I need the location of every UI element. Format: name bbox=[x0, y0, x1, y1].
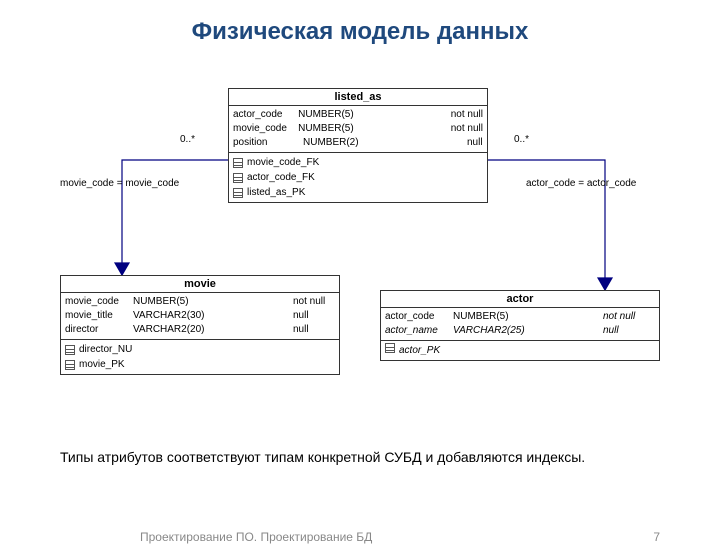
page-title: Физическая модель данных bbox=[0, 18, 720, 46]
join-label-left: movie_code = movie_code bbox=[60, 178, 179, 189]
entity-attrs: actor_codeNUMBER(5)not nullmovie_codeNUM… bbox=[229, 106, 487, 152]
entity-movie: moviemovie_codeNUMBER(5)not nullmovie_ti… bbox=[60, 275, 340, 375]
page-number: 7 bbox=[653, 530, 660, 544]
index-row: director_NU bbox=[65, 342, 335, 357]
index-icon bbox=[65, 345, 75, 355]
entity-actor: actoractor_codeNUMBER(5)not nullactor_na… bbox=[380, 290, 660, 361]
attr-row: movie_titleVARCHAR2(30)null bbox=[65, 309, 335, 323]
attr-row: actor_codeNUMBER(5)not null bbox=[385, 310, 655, 324]
attr-row: directorVARCHAR2(20)null bbox=[65, 323, 335, 337]
attr-row: actor_codeNUMBER(5)not null bbox=[233, 108, 483, 122]
footer-text: Проектирование ПО. Проектирование БД bbox=[140, 530, 372, 544]
index-row: movie_code_FK bbox=[233, 155, 483, 170]
index-icon bbox=[233, 188, 243, 198]
entity-indexes: director_NUmovie_PK bbox=[61, 339, 339, 374]
entity-indexes: movie_code_FKactor_code_FKlisted_as_PK bbox=[229, 152, 487, 202]
attr-row: positionNUMBER(2)null bbox=[233, 136, 483, 150]
footer: Проектирование ПО. Проектирование БД 7 bbox=[0, 530, 720, 544]
index-row: actor_PK bbox=[385, 343, 655, 358]
entity-attrs: actor_codeNUMBER(5)not nullactor_nameVAR… bbox=[381, 308, 659, 340]
entity-title: actor bbox=[381, 291, 659, 308]
index-icon bbox=[385, 343, 395, 353]
caption-text: Типы атрибутов соответствуют типам конкр… bbox=[60, 448, 660, 468]
cardinality-left: 0..* bbox=[180, 134, 195, 145]
attr-row: movie_codeNUMBER(5)not null bbox=[65, 295, 335, 309]
index-row: listed_as_PK bbox=[233, 185, 483, 200]
join-label-right: actor_code = actor_code bbox=[526, 178, 636, 189]
entity-indexes: actor_PK bbox=[381, 340, 659, 360]
attr-row: movie_codeNUMBER(5)not null bbox=[233, 122, 483, 136]
index-icon bbox=[233, 158, 243, 168]
attr-row: actor_nameVARCHAR2(25)null bbox=[385, 324, 655, 338]
cardinality-right: 0..* bbox=[514, 134, 529, 145]
index-icon bbox=[65, 360, 75, 370]
entity-title: movie bbox=[61, 276, 339, 293]
index-row: movie_PK bbox=[65, 357, 335, 372]
index-row: actor_code_FK bbox=[233, 170, 483, 185]
er-diagram: listed_asactor_codeNUMBER(5)not nullmovi… bbox=[60, 78, 660, 408]
entity-listed-as: listed_asactor_codeNUMBER(5)not nullmovi… bbox=[228, 88, 488, 203]
index-icon bbox=[233, 173, 243, 183]
entity-attrs: movie_codeNUMBER(5)not nullmovie_titleVA… bbox=[61, 293, 339, 339]
entity-title: listed_as bbox=[229, 89, 487, 106]
